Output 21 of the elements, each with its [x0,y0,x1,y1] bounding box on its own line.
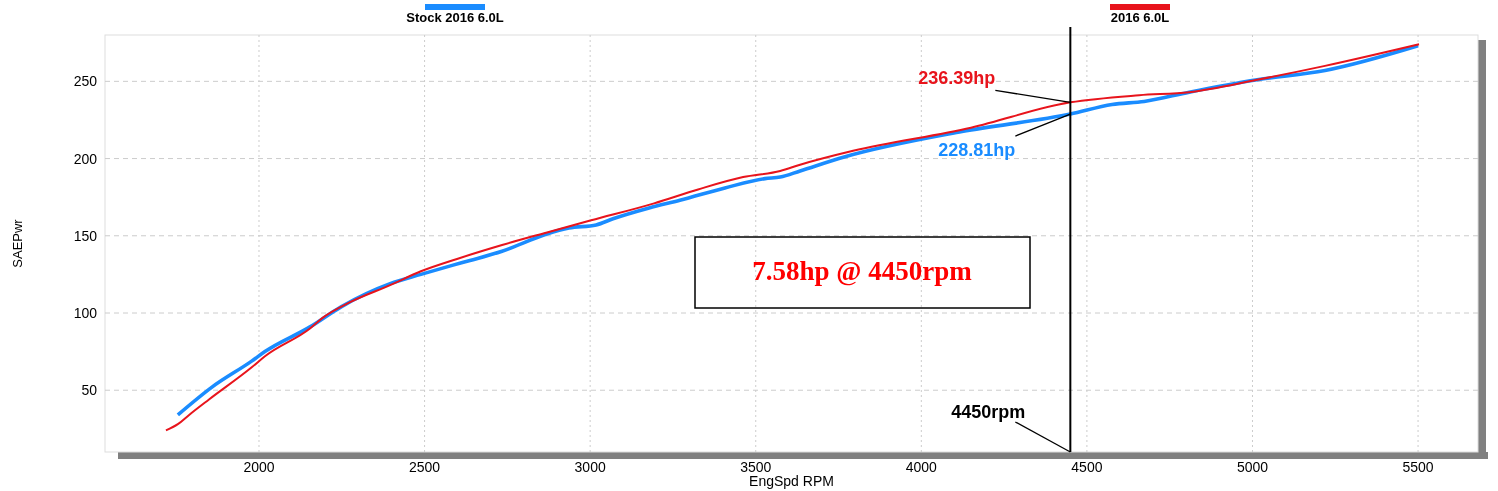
x-tick-label: 2000 [243,459,275,475]
x-tick-label: 5000 [1236,459,1269,475]
x-tick-label: 3500 [740,459,772,475]
x-tick-label: 5500 [1402,459,1434,475]
annotation: 7.58hp @ 4450rpm [752,256,973,286]
x-tick-label: 3000 [574,459,606,475]
annotation: 236.39hp [918,68,996,89]
y-axis-title: SAEPwr [10,218,25,268]
y-tick-label: 250 [73,73,98,90]
legend-label: 2016 6.0L [1110,10,1170,25]
y-tick-label: 100 [73,305,98,321]
x-tick-label: 4000 [905,459,938,475]
x-tick-label: 2500 [408,459,441,475]
y-tick-label: 150 [73,227,98,244]
ref-line-label: 4450rpm [951,402,1026,422]
y-tick-label: 50 [81,382,98,399]
x-tick-label: 4500 [1071,459,1103,475]
x-axis-title: EngSpd RPM [749,473,834,489]
y-tick-label: 200 [73,150,98,167]
annotation: 228.81hp [938,140,1016,161]
legend-label: Stock 2016 6.0L [406,10,504,25]
